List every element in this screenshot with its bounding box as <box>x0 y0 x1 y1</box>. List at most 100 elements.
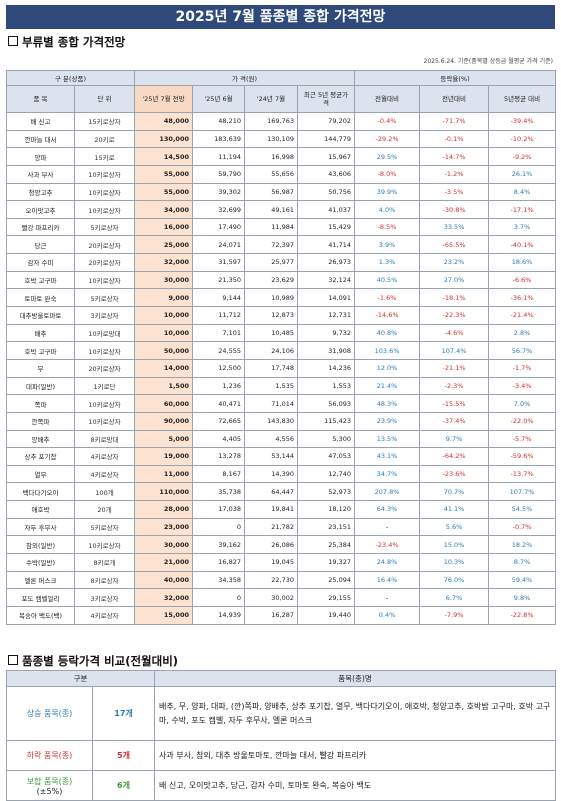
cell-mom: 21.4% <box>354 376 421 396</box>
cell-jun25: 7,101 <box>192 323 245 343</box>
cell-avg5-cmp: -40.1% <box>488 235 557 255</box>
cell-avg5: 23,151 <box>296 517 356 537</box>
cell-avg5: 12,740 <box>296 464 356 484</box>
cell-item: 청양고추 <box>6 182 75 202</box>
cell-avg5-cmp: -21.4% <box>488 306 557 325</box>
cell-avg5-cmp: -39.4% <box>488 112 557 131</box>
table-row: 깐마늘 대서 20키로 130,000 183,639 130,109 144,779 -2… <box>6 129 557 149</box>
cell-mom: 103.6% <box>354 341 421 360</box>
cell-jul24: 143,830 <box>244 411 298 431</box>
cell-forecast: 10,000 <box>134 323 193 343</box>
cell-avg5-cmp: 7.0% <box>488 394 557 413</box>
cell-avg5-cmp: 56.7% <box>488 341 557 360</box>
cell-avg5-cmp: -5.7% <box>488 429 557 449</box>
cell-forecast: 55,000 <box>134 164 193 184</box>
table-row: 멜론 머스크 8키로상자 40,000 34,358 22,730 25,094 16.4%… <box>6 570 557 590</box>
header-group-change: 등락율(%) <box>354 70 557 86</box>
cell-mom: 12.0% <box>354 358 421 378</box>
table-row: 수박(일반) 8키로개 21,000 16,827 19,045 19,327 24.8% 1… <box>6 553 557 572</box>
cell-avg5: 18,120 <box>296 500 356 519</box>
cell-unit: 4키로상자 <box>74 605 135 625</box>
cell-jun25: 72,665 <box>192 411 245 431</box>
items-flat: 배 신고, 오이맛고추, 당근, 감자 수미, 토마토 완숙, 복숭아 백도 <box>154 770 556 801</box>
cell-forecast: 14,500 <box>134 147 193 166</box>
cell-unit: 4키로상자 <box>74 464 135 484</box>
cell-jul24: 169,763 <box>244 112 298 131</box>
cell-avg5-cmp: -13.7% <box>488 464 557 484</box>
cell-jun25: 183,639 <box>192 129 245 149</box>
cell-jun25: 13,278 <box>192 447 245 466</box>
table-row: 자두 후무사 5키로상자 23,000 0 21,782 23,151-5.6% -0.7% <box>6 517 557 537</box>
table-row: 깐쪽파 10키로상자 90,000 72,665 143,830 115,423 23.9%… <box>6 411 557 431</box>
cell-avg5: 19,327 <box>296 553 356 572</box>
cell-unit: 15키로상자 <box>74 112 135 131</box>
cell-forecast: 25,000 <box>134 235 193 255</box>
cell-jun25: 14,939 <box>192 605 245 625</box>
cell-jun25: 0 <box>192 517 245 537</box>
cell-jul24: 64,447 <box>244 482 298 502</box>
table-row: 감자 수미 20키로상자 32,000 31,597 25,977 26,973 1.3% 2… <box>6 253 557 272</box>
cell-forecast: 9,000 <box>134 288 193 308</box>
cell-yoy: -65.5% <box>419 235 490 255</box>
cell-item: 열무 <box>6 464 75 484</box>
header-avg5: 최근 5년 평균가격 <box>296 85 356 113</box>
cell-forecast: 110,000 <box>134 482 193 502</box>
cell-item: 오이맛고추 <box>6 200 75 219</box>
category-up: 상승 품목(종) <box>6 686 93 741</box>
cell-jun25: 40,471 <box>192 394 245 413</box>
cell-avg5-cmp: -1.7% <box>488 358 557 378</box>
cell-item: 감자 수미 <box>6 253 75 272</box>
cell-item: 배추 <box>6 323 75 343</box>
table-row: 대파(일반) 1키로단 1,500 1,236 1,535 1,553 21.4% -2.3%… <box>6 376 557 396</box>
cell-yoy: -30.8% <box>419 200 490 219</box>
price-forecast-table: 구 분(상품) 가 격(원) 등락율(%) 품 목 단 위 '25년 7월 전망… <box>6 70 557 625</box>
cell-jul24: 53,144 <box>244 447 298 466</box>
cell-avg5-cmp: -17.1% <box>488 200 557 219</box>
count-down: 5개 <box>92 740 155 771</box>
cell-jul24: 16,287 <box>244 605 298 625</box>
cell-item: 쪽파 <box>6 394 75 413</box>
cell-mom: -8.0% <box>354 164 421 184</box>
cell-jul24: 21,782 <box>244 517 298 537</box>
cell-unit: 20키로상자 <box>74 235 135 255</box>
cell-unit: 8키로상자 <box>74 570 135 590</box>
cell-unit: 8키로개 <box>74 553 135 572</box>
header-group-item: 구 분(상품) <box>6 70 135 86</box>
checkbox-icon <box>8 655 18 665</box>
cell-avg5-cmp: -10.2% <box>488 129 557 149</box>
cell-forecast: 15,000 <box>134 605 193 625</box>
section-title-overview: 부류별 종합 가격전망 <box>8 34 125 50</box>
cell-jun25: 31,597 <box>192 253 245 272</box>
cell-avg5-cmp: 9.8% <box>488 588 557 607</box>
cell-item: 토마토 완숙 <box>6 288 75 308</box>
table-row: 배추 10키로망대 10,000 7,101 10,485 9,732 40.8% -4.6%… <box>6 323 557 343</box>
cell-jun25: 16,827 <box>192 553 245 572</box>
cell-item: 사과 부사 <box>6 164 75 184</box>
cell-item: 무 <box>6 358 75 378</box>
cell-jul24: 17,748 <box>244 358 298 378</box>
cell-mom: 23.9% <box>354 411 421 431</box>
table-row: 열무 4키로상자 11,000 8,167 14,390 12,740 34.7% -23.6… <box>6 464 557 484</box>
cell-avg5: 15,967 <box>296 147 356 166</box>
cell-yoy: 76.0% <box>419 570 490 590</box>
cell-unit: 10키로상자 <box>74 341 135 360</box>
cell-item: 백다다기오이 <box>6 482 75 502</box>
cell-avg5-cmp: 3.7% <box>488 217 557 237</box>
cell-jun25: 35,738 <box>192 482 245 502</box>
table-row: 포도 캠벨얼리 3키로상자 32,000 0 30,002 29,155-6.7% 9.8% <box>6 588 557 607</box>
cell-yoy: 9.7% <box>419 429 490 449</box>
cell-unit: 20키로 <box>74 129 135 149</box>
cell-forecast: 55,000 <box>134 182 193 202</box>
cell-unit: 10키로상자 <box>74 164 135 184</box>
cell-avg5-cmp: 26.1% <box>488 164 557 184</box>
cell-jul24: 10,989 <box>244 288 298 308</box>
cell-mom: 4.0% <box>354 200 421 219</box>
cell-forecast: 5,000 <box>134 429 193 449</box>
cell-mom: -14.6% <box>354 306 421 325</box>
table-row: 오이맛고추 10키로상자 34,000 32,699 49,161 41,037 4.0% -… <box>6 200 557 219</box>
header-item: 품 목 <box>6 85 75 113</box>
table-row: 양배추 8키로망대 5,000 4,405 4,556 5,300 13.5% 9.7% -5.… <box>6 429 557 449</box>
cell-yoy: 5.6% <box>419 517 490 537</box>
cell-avg5: 5,300 <box>296 429 356 449</box>
table-row: 배 신고 15키로상자 48,000 48,210 169,763 79,202 -0.4%… <box>6 112 557 131</box>
